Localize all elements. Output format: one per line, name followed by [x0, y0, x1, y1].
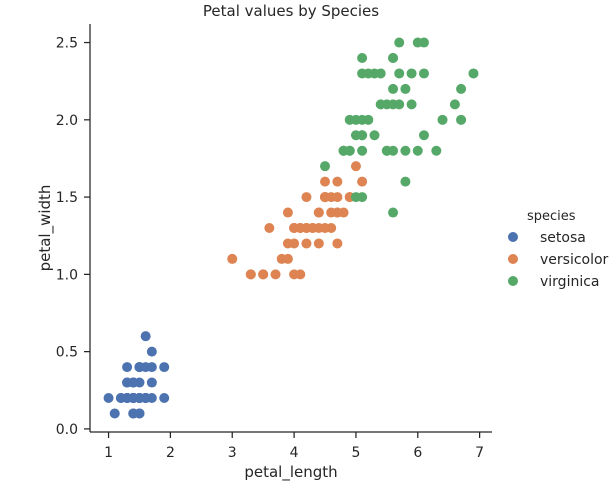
data-point-versicolor-25: [313, 207, 324, 218]
x-axis-label: petal_length: [244, 463, 337, 482]
data-point-versicolor-9: [282, 207, 293, 218]
data-point-virginica-43: [406, 68, 417, 79]
data-point-virginica-21: [344, 114, 355, 125]
data-point-virginica-46: [350, 130, 361, 141]
data-point-virginica-30: [418, 130, 429, 141]
data-point-versicolor-27: [350, 161, 361, 172]
legend-title: species: [527, 209, 576, 224]
data-point-versicolor-23: [332, 238, 343, 249]
data-point-setosa-37: [128, 408, 139, 419]
data-point-virginica-18: [468, 68, 479, 79]
legend-label-versicolor: versicolor: [540, 252, 609, 268]
data-point-versicolor-41: [326, 207, 337, 218]
y-tick-label: 1.0: [56, 267, 78, 283]
data-point-virginica-20: [394, 68, 405, 79]
data-point-virginica-22: [456, 114, 467, 125]
x-tick-label: 7: [475, 445, 484, 461]
data-point-virginica-29: [400, 176, 411, 187]
legend: species setosa versicolor virginica: [508, 209, 609, 290]
data-point-versicolor-49: [295, 223, 306, 233]
legend-marker-setosa: [508, 232, 518, 242]
chart-title: Petal values by Species: [203, 2, 379, 20]
data-point-setosa-44: [159, 362, 170, 373]
plot-area: [103, 37, 479, 419]
data-point-versicolor-48: [227, 253, 238, 264]
data-point-virginica-33: [357, 192, 368, 203]
y-tick-label: 0.5: [56, 345, 78, 361]
data-point-versicolor-47: [307, 223, 318, 233]
data-point-versicolor-11: [301, 192, 312, 203]
data-point-virginica-5: [449, 99, 460, 110]
y-ticks: 0.0 0.5 1.0 1.5 2.0 2.5: [56, 36, 90, 438]
data-point-setosa-23: [146, 346, 157, 357]
data-point-versicolor-29: [258, 269, 269, 280]
data-point-virginica-48: [375, 68, 386, 79]
x-tick-label: 3: [228, 445, 237, 461]
data-point-versicolor-34: [320, 192, 331, 203]
data-point-setosa-18: [146, 377, 157, 388]
data-point-virginica-35: [418, 68, 429, 79]
data-point-versicolor-36: [332, 192, 343, 203]
data-point-virginica-2: [406, 99, 417, 110]
x-tick-label: 4: [290, 445, 299, 461]
legend-label-setosa: setosa: [540, 230, 586, 246]
y-tick-label: 1.5: [56, 190, 78, 206]
data-point-virginica-6: [320, 161, 331, 172]
data-point-versicolor-43: [245, 269, 256, 280]
legend-label-virginica: virginica: [540, 274, 600, 290]
x-tick-label: 1: [104, 445, 113, 461]
data-point-versicolor-6: [332, 176, 343, 187]
x-tick-label: 5: [351, 445, 360, 461]
data-point-virginica-7: [431, 145, 442, 156]
x-tick-label: 6: [413, 445, 422, 461]
y-axis-label: petal_width: [36, 185, 55, 272]
data-point-versicolor-14: [264, 223, 275, 233]
data-point-setosa-43: [140, 331, 151, 342]
data-point-virginica-9: [418, 37, 429, 48]
data-point-setosa-45: [128, 377, 139, 388]
legend-marker-versicolor: [508, 254, 518, 264]
data-point-versicolor-42: [289, 238, 300, 249]
data-point-versicolor-8: [326, 223, 337, 233]
legend-marker-virginica: [508, 276, 518, 286]
data-point-versicolor-17: [295, 269, 306, 280]
data-point-virginica-45: [363, 68, 374, 79]
data-point-virginica-47: [363, 114, 374, 125]
data-point-versicolor-45: [301, 238, 312, 249]
data-point-virginica-11: [369, 130, 380, 141]
y-tick-label: 2.5: [56, 36, 78, 52]
data-point-setosa-13: [109, 408, 120, 419]
data-point-setosa-22: [103, 393, 114, 403]
data-point-versicolor-30: [276, 253, 287, 264]
data-point-virginica-28: [388, 99, 399, 110]
data-point-virginica-25: [412, 145, 423, 156]
data-point-virginica-44: [394, 37, 405, 48]
data-point-versicolor-31: [270, 269, 281, 280]
data-point-virginica-4: [400, 83, 411, 94]
data-point-versicolor-33: [357, 176, 368, 187]
y-tick-label: 0.0: [56, 422, 78, 438]
data-point-virginica-31: [437, 114, 448, 125]
data-point-setosa-49: [128, 393, 139, 403]
x-tick-label: 2: [166, 445, 175, 461]
data-point-virginica-34: [388, 207, 399, 218]
y-tick-label: 2.0: [56, 113, 78, 129]
data-point-virginica-8: [400, 145, 411, 156]
data-point-versicolor-35: [320, 176, 331, 187]
data-point-virginica-32: [388, 83, 399, 94]
data-point-virginica-38: [338, 145, 349, 156]
data-point-setosa-31: [134, 362, 145, 373]
data-point-virginica-37: [381, 145, 392, 156]
data-point-virginica-14: [357, 53, 368, 63]
data-point-virginica-49: [357, 145, 368, 156]
data-point-setosa-16: [122, 362, 133, 373]
data-point-virginica-40: [388, 53, 399, 63]
data-point-setosa-24: [159, 393, 170, 403]
data-point-virginica-39: [375, 99, 386, 110]
data-point-virginica-17: [456, 83, 467, 94]
data-point-versicolor-40: [313, 238, 324, 249]
x-ticks: 1 2 3 4 5 6 7: [104, 432, 484, 461]
data-point-versicolor-26: [338, 207, 349, 218]
